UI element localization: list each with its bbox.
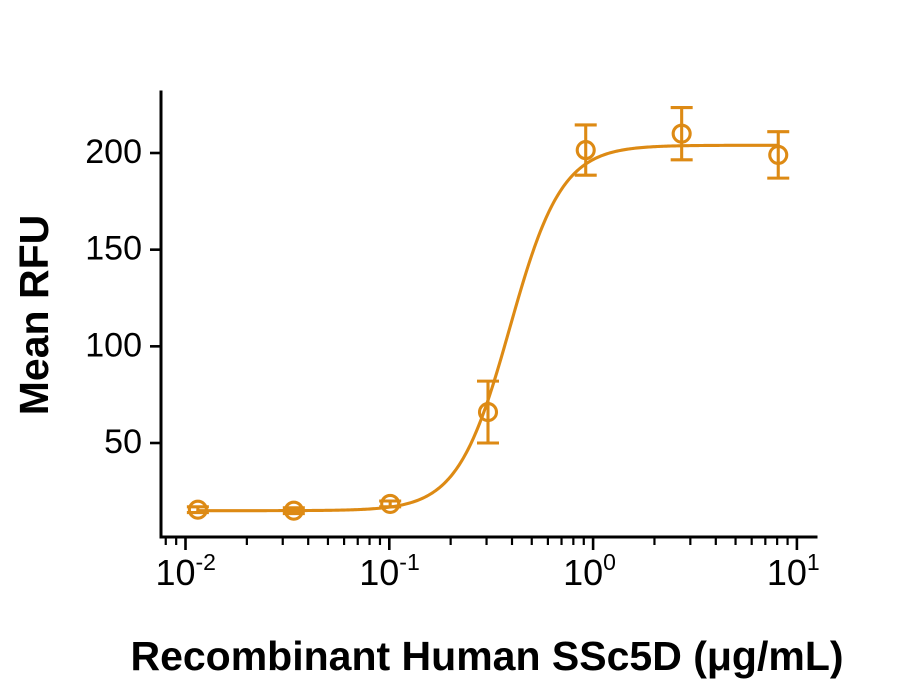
svg-text:-2: -2	[196, 549, 216, 575]
svg-text:10: 10	[563, 552, 603, 593]
fit-curve-group	[196, 143, 780, 513]
svg-text:10: 10	[155, 552, 195, 593]
svg-text:0: 0	[603, 549, 616, 575]
data-point	[379, 493, 402, 514]
data-point	[186, 499, 209, 520]
x-axis-tick-label: 10 -2	[155, 549, 215, 593]
data-point-marker	[671, 123, 692, 144]
data-point-marker	[768, 144, 789, 165]
y-axis-tick-label: 100	[85, 326, 142, 364]
data-point	[282, 500, 305, 521]
x-axis-tick-label: 10 0	[563, 549, 616, 593]
axes	[150, 90, 818, 550]
x-axis-tick-label: 10 -1	[359, 549, 419, 593]
svg-text:10: 10	[767, 552, 807, 593]
data-points-group	[186, 106, 790, 521]
x-axis-title: Recombinant Human SSc5D (μg/mL)	[130, 633, 843, 679]
data-point	[574, 123, 597, 177]
fit-curve	[196, 143, 780, 513]
data-point-marker	[477, 402, 499, 423]
data-point	[767, 130, 790, 180]
svg-text:-1: -1	[399, 549, 419, 575]
svg-text:1: 1	[807, 549, 820, 575]
data-point-marker	[187, 499, 208, 520]
x-axis-tick-label: 10 1	[767, 549, 820, 593]
data-point	[670, 106, 693, 162]
svg-text:10: 10	[359, 552, 399, 593]
data-point-marker	[575, 140, 596, 161]
data-point-marker	[380, 493, 401, 514]
y-axis-tick-label: 150	[85, 230, 142, 268]
data-point-marker	[283, 500, 304, 521]
y-axis-tick-label: 50	[104, 423, 142, 461]
y-axis-tick-label: 200	[85, 133, 142, 171]
data-point	[477, 379, 500, 445]
y-axis-title: Mean RFU	[11, 215, 57, 415]
